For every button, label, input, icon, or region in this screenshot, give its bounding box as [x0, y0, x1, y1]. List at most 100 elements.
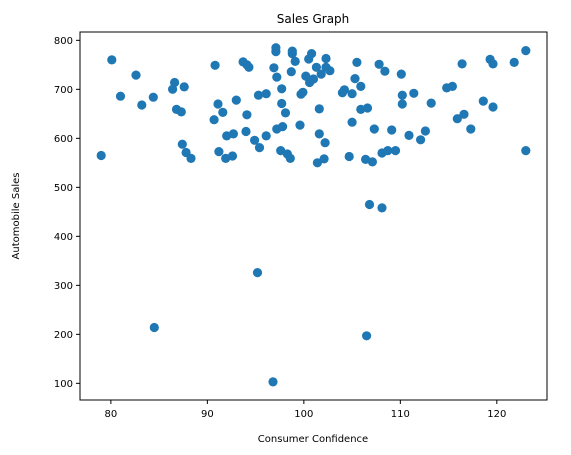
- data-point: [250, 135, 260, 145]
- data-point: [254, 143, 265, 153]
- data-point: [478, 96, 488, 106]
- data-point: [314, 104, 324, 114]
- y-axis-label: Automobile Sales: [11, 173, 22, 260]
- data-point: [96, 150, 106, 161]
- x-tick-label: 110: [391, 409, 410, 420]
- data-point: [409, 88, 419, 98]
- data-point: [380, 66, 390, 76]
- data-point: [269, 63, 279, 73]
- data-point: [179, 82, 189, 92]
- data-point: [369, 124, 379, 134]
- data-point: [290, 56, 300, 66]
- data-point: [352, 57, 362, 67]
- y-tick-label: 100: [54, 379, 73, 390]
- data-point: [311, 62, 321, 72]
- y-tick-label: 800: [54, 36, 73, 47]
- x-tick-label: 80: [105, 409, 118, 420]
- chart-title: Sales Graph: [277, 12, 350, 26]
- data-point: [347, 89, 357, 99]
- data-point: [362, 103, 373, 113]
- data-point: [312, 158, 322, 168]
- x-tick-label: 90: [201, 409, 214, 420]
- data-point: [347, 117, 357, 127]
- data-point: [316, 69, 326, 79]
- data-point: [364, 199, 375, 210]
- data-point: [277, 84, 287, 94]
- data-point: [287, 46, 297, 56]
- x-tick-label: 100: [294, 409, 313, 420]
- data-point: [244, 62, 254, 72]
- data-point: [176, 107, 186, 117]
- data-point: [278, 122, 288, 132]
- data-point: [277, 98, 287, 109]
- data-point: [420, 126, 430, 136]
- data-point: [314, 129, 324, 139]
- data-point: [396, 69, 406, 79]
- data-point: [362, 331, 372, 341]
- data-point: [509, 57, 519, 67]
- data-point: [308, 74, 319, 84]
- data-point: [356, 81, 366, 91]
- data-point: [261, 131, 271, 141]
- data-point: [397, 99, 407, 109]
- data-point: [261, 89, 271, 99]
- data-point: [272, 72, 282, 82]
- data-point: [268, 377, 278, 387]
- data-point: [377, 203, 387, 213]
- data-point: [231, 95, 241, 105]
- data-point: [488, 102, 498, 112]
- data-point: [186, 153, 196, 163]
- data-point: [404, 130, 414, 140]
- plot-area: [96, 43, 531, 387]
- data-point: [170, 77, 180, 88]
- data-point: [285, 153, 295, 163]
- data-point: [387, 125, 397, 135]
- data-point: [213, 99, 223, 109]
- data-point: [466, 124, 476, 134]
- data-point: [321, 53, 331, 64]
- data-point: [298, 87, 308, 97]
- data-point: [107, 55, 117, 65]
- x-tick-label: 120: [487, 409, 506, 420]
- data-point: [253, 90, 264, 100]
- data-point: [459, 109, 469, 119]
- data-point: [447, 81, 457, 91]
- y-tick-label: 200: [54, 330, 73, 341]
- data-point: [390, 146, 401, 156]
- data-point: [397, 90, 407, 100]
- data-point: [252, 268, 263, 278]
- data-point: [350, 74, 360, 84]
- data-point: [148, 92, 158, 102]
- data-point: [131, 70, 141, 80]
- data-point: [280, 108, 291, 118]
- y-tick-label: 400: [54, 232, 73, 243]
- data-point: [149, 322, 159, 333]
- data-point: [242, 110, 252, 120]
- data-point: [228, 129, 238, 139]
- data-point: [416, 135, 426, 145]
- data-point: [325, 66, 335, 76]
- data-point: [115, 91, 126, 101]
- data-point: [137, 100, 147, 110]
- y-axis-ticks: 100 200 300 400 500 600 700 800: [54, 36, 80, 390]
- x-axis-ticks: 80 90 100 110 120: [105, 400, 506, 420]
- data-point: [177, 139, 187, 149]
- data-point: [426, 98, 436, 108]
- data-point: [209, 115, 219, 125]
- data-point: [457, 59, 467, 69]
- data-point: [488, 59, 498, 69]
- data-point: [344, 151, 354, 162]
- data-point: [452, 114, 462, 124]
- y-tick-label: 700: [54, 85, 73, 96]
- data-point: [521, 46, 531, 56]
- data-point: [241, 126, 251, 137]
- data-point: [367, 157, 377, 167]
- data-point: [307, 49, 317, 59]
- data-point: [286, 67, 296, 77]
- data-point: [210, 60, 220, 70]
- data-point: [271, 43, 281, 53]
- data-point: [295, 120, 305, 130]
- data-point: [319, 154, 329, 164]
